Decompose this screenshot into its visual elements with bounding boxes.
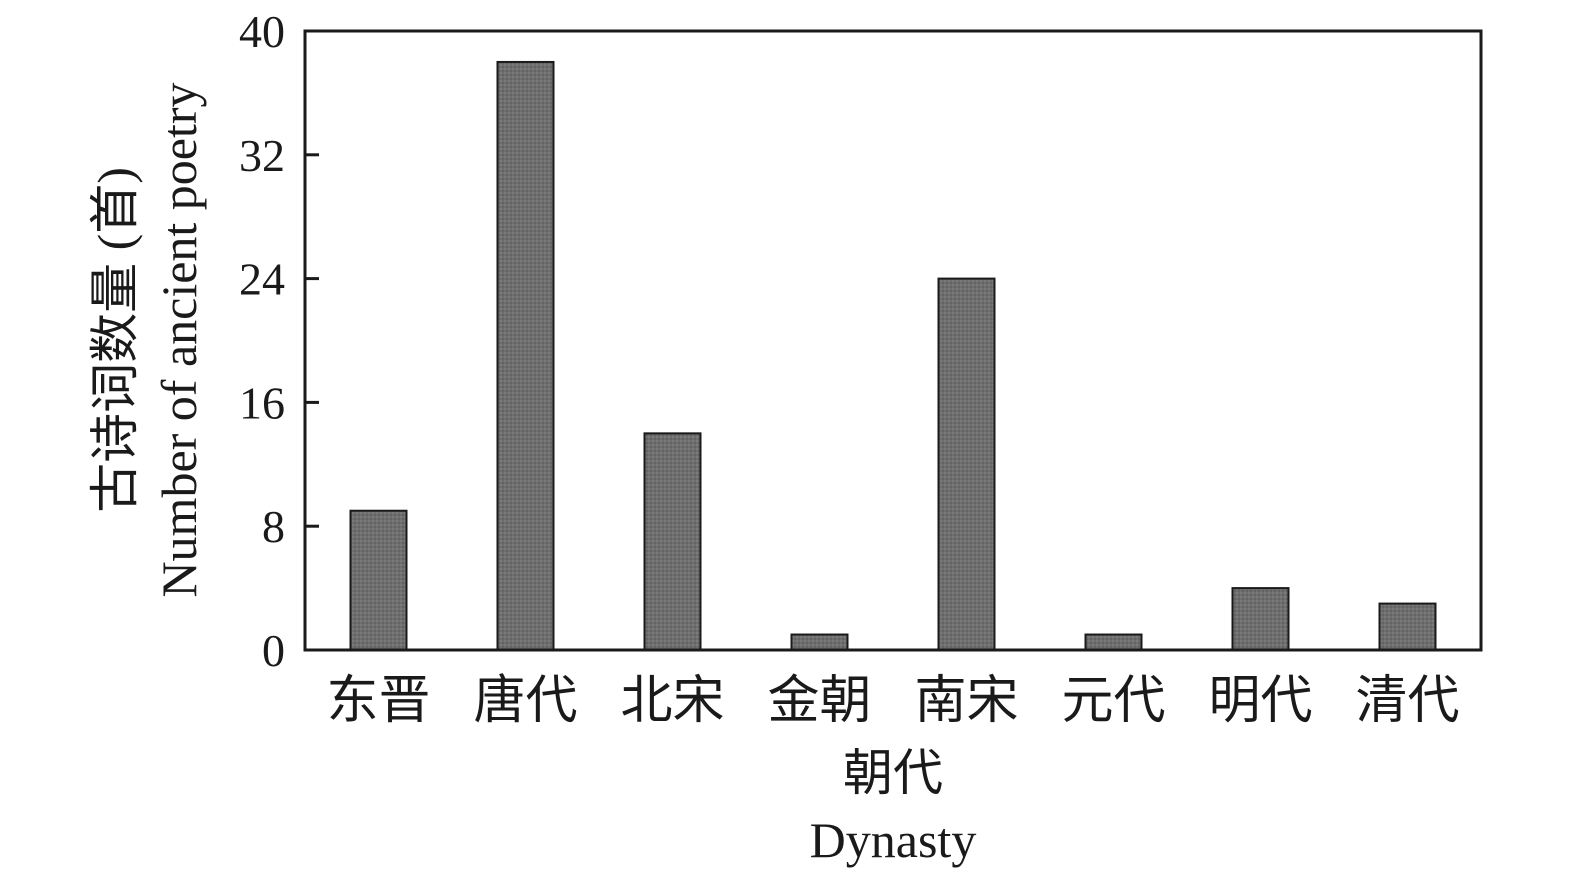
y-tick-label: 24 [239, 254, 285, 305]
x-tick-label: 明代 [1208, 673, 1312, 730]
x-tick-label: 元代 [1061, 673, 1165, 730]
y-axis-title-cn: 古诗词数量 (首) [87, 167, 143, 513]
x-category-labels: 东晋 唐代 北宋 金朝 南宋 元代 明代 清代 [326, 672, 1459, 730]
bars-layer [349, 60, 1437, 652]
bar-3 [643, 432, 702, 651]
bar-1 [349, 509, 408, 651]
x-axis-title-cn: 朝代 [843, 745, 943, 801]
bar-8 [1378, 602, 1437, 652]
y-axis-title-en: Number of ancient poetry [151, 82, 207, 597]
bar-6 [1084, 633, 1143, 652]
x-tick-label: 金朝 [767, 673, 871, 730]
bar-7 [1231, 587, 1290, 651]
plot-frame [303, 29, 1483, 652]
y-tick-label: 40 [239, 6, 285, 57]
x-tick-label: 清代 [1355, 673, 1459, 730]
y-tick-label: 16 [239, 377, 285, 428]
x-tick-label: 南宋 [914, 673, 1018, 730]
y-tick-label: 32 [239, 130, 285, 181]
bar-2 [496, 60, 555, 651]
y-tick-label: 0 [262, 625, 285, 676]
x-axis-title-en: Dynasty [810, 812, 977, 868]
x-tick-label: 北宋 [620, 673, 724, 730]
bar-4 [790, 633, 849, 652]
x-tick-label: 唐代 [473, 672, 577, 730]
bar-5 [937, 277, 996, 651]
x-tick-label: 东晋 [326, 673, 430, 730]
y-tick-label: 8 [262, 501, 285, 552]
y-ticks: 0 8 16 24 32 40 [239, 6, 319, 676]
